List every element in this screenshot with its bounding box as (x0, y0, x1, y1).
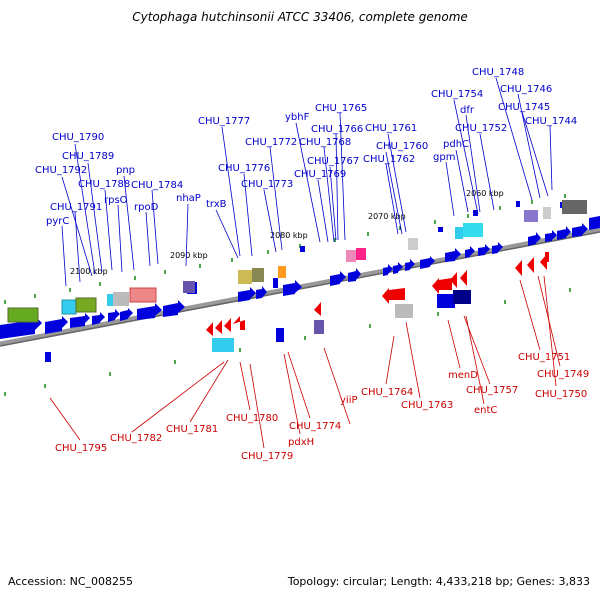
gene-label: CHU_1789 (62, 151, 114, 162)
gene-label: CHU_1791 (50, 202, 102, 213)
gene-label: CHU_1760 (376, 141, 428, 152)
position-tick-label: 2100 kbp (70, 267, 108, 276)
reverse-gene-labels: CHU_1795 CHU_1782 CHU_1781 CHU_1780 CHU_… (55, 352, 589, 462)
gene-label: CHU_1776 (218, 163, 270, 174)
reverse-leader-lines (49, 275, 561, 449)
gene-label: CHU_1746 (500, 84, 552, 95)
gene-label: CHU_1751 (518, 352, 570, 363)
gene-label: CHU_1748 (472, 67, 524, 78)
gene-label: CHU_1752 (455, 123, 507, 134)
gene-label: CHU_1795 (55, 443, 107, 454)
gene-label: rpoD (134, 202, 159, 213)
gene-label: trxB (206, 199, 227, 210)
gene-label: CHU_1779 (241, 451, 293, 462)
gene-label: CHU_1781 (166, 424, 218, 435)
gene-label: rpsO (104, 195, 128, 206)
gene-label: CHU_1754 (431, 89, 483, 100)
gene-label: CHU_1788 (78, 179, 130, 190)
position-tick-label: 2080 kbp (270, 231, 308, 240)
forward-gene-labels: CHU_1790 CHU_1789 CHU_1792 CHU_1788 CHU_… (35, 67, 577, 227)
reverse-features[interactable] (45, 290, 471, 362)
gene-label: CHU_1744 (525, 116, 577, 127)
gene-label: CHU_1769 (294, 169, 346, 180)
gene-label: CHU_1784 (131, 180, 183, 191)
map-title: Cytophaga hutchinsonii ATCC 33406, compl… (132, 10, 468, 24)
gene-label: menD (448, 370, 478, 381)
position-tick-label: 2090 kbp (170, 251, 208, 260)
gene-label: CHU_1773 (241, 179, 293, 190)
topology-info: Topology: circular; Length: 4,433,218 bp… (287, 575, 590, 588)
gene-label: CHU_1772 (245, 137, 297, 148)
gene-label: CHU_1761 (365, 123, 417, 134)
accession-info: Accession: NC_008255 (8, 575, 134, 588)
gene-label: CHU_1762 (363, 154, 415, 165)
gene-label: CHU_1763 (401, 400, 453, 411)
gene-label: CHU_1764 (361, 387, 413, 398)
gene-label: CHU_1749 (537, 369, 589, 380)
gene-label: entC (474, 405, 497, 416)
gene-label: CHU_1790 (52, 132, 104, 143)
forward-leader-lines (61, 77, 553, 287)
gene-label: yiiP (340, 395, 358, 406)
gene-label: CHU_1768 (299, 137, 351, 148)
forward-features[interactable] (7, 200, 587, 323)
reverse-genes[interactable] (206, 252, 549, 336)
gene-label: pyrC (46, 216, 69, 227)
position-tick-label: 2070 kbp (368, 212, 406, 221)
gene-label: pdhC (443, 139, 469, 150)
gene-label: gpm (433, 152, 455, 163)
gene-label: CHU_1766 (311, 124, 363, 135)
gene-label: pdxH (288, 437, 314, 448)
gene-label: CHU_1767 (307, 156, 359, 167)
gene-label: ybhF (285, 112, 310, 123)
forward-genes[interactable] (0, 201, 600, 339)
gene-label: CHU_1782 (110, 433, 162, 444)
gene-label: dfr (460, 105, 475, 116)
gene-label: CHU_1777 (198, 116, 250, 127)
gene-label: pnp (116, 165, 135, 176)
position-tick-label: 2060 kbp (466, 189, 504, 198)
gene-label: CHU_1774 (289, 421, 341, 432)
gene-label: CHU_1780 (226, 413, 278, 424)
gene-label: nhaP (176, 193, 201, 204)
gene-label: CHU_1765 (315, 103, 367, 114)
gene-label: CHU_1750 (535, 389, 587, 400)
gene-label: CHU_1757 (466, 385, 518, 396)
position-labels: 2100 kbp 2090 kbp 2080 kbp 2070 kbp 2060… (70, 189, 504, 276)
gene-label: CHU_1745 (498, 102, 550, 113)
gene-label: CHU_1792 (35, 165, 87, 176)
